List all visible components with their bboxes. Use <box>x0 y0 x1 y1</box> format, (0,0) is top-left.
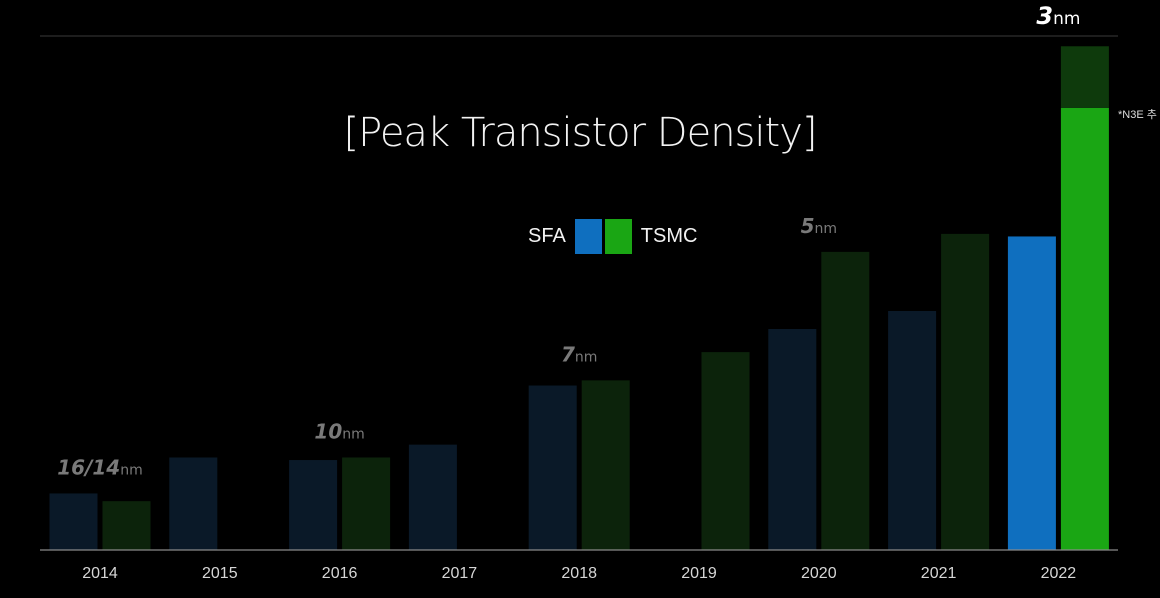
bar-sfa-2018 <box>528 385 577 550</box>
bar-sfa-2015 <box>169 457 218 550</box>
bar-sfa-2014 <box>49 493 98 550</box>
n3e-note: *N3E 추 <box>1118 109 1157 121</box>
node-label-2016: 10nm <box>314 419 364 443</box>
bar-sfa-2021 <box>888 310 937 550</box>
bar-tsmc-2018 <box>581 380 630 550</box>
x-tick-label-2014: 2014 <box>82 565 118 582</box>
bar-sfa-2022 <box>1007 236 1056 550</box>
bar-sfa-2017 <box>408 444 457 550</box>
chart-title: [Peak Transistor Density] <box>343 110 818 156</box>
x-tick-label-2015: 2015 <box>202 565 238 582</box>
x-tick-label-2019: 2019 <box>681 565 717 582</box>
bar-sfa-2016 <box>289 460 338 550</box>
x-tick-label-2021: 2021 <box>921 565 957 582</box>
bar-tsmc-2022 <box>1060 107 1109 551</box>
node-label-2014: 16/14nm <box>57 455 142 479</box>
legend: SFA TSMC <box>528 219 697 254</box>
bar-tsmc-2022-n3e-extension <box>1060 46 1109 108</box>
x-tick-label-2016: 2016 <box>322 565 358 582</box>
legend-label-sfa: SFA <box>528 225 566 247</box>
legend-swatch-tsmc <box>604 219 632 254</box>
bar-tsmc-2019 <box>701 352 750 550</box>
legend-label-tsmc: TSMC <box>640 225 698 247</box>
node-label-2018: 7nm <box>561 342 597 366</box>
bar-tsmc-2016 <box>342 457 391 550</box>
legend-swatch-sfa <box>574 219 602 254</box>
bar-tsmc-2021 <box>941 233 990 550</box>
x-tick-label-2018: 2018 <box>561 565 597 582</box>
node-label-2020: 5nm <box>801 214 837 238</box>
bar-sfa-2020 <box>768 328 817 550</box>
node-label-2022: 3nm <box>1036 2 1080 30</box>
x-tick-label-2017: 2017 <box>442 565 478 582</box>
x-tick-label-2022: 2022 <box>1041 565 1077 582</box>
bar-tsmc-2020 <box>821 251 870 550</box>
bar-tsmc-2014 <box>102 501 151 550</box>
x-tick-label-2020: 2020 <box>801 565 837 582</box>
